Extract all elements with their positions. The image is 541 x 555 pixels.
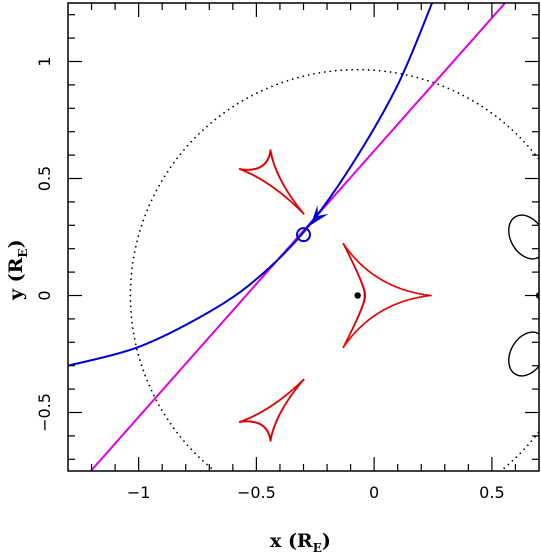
caustic-central (342, 243, 432, 348)
caustic-lower (238, 378, 305, 442)
lens-mass-1 (354, 292, 361, 299)
axis-tick-labels: −1 −0.5 0 0.5 −0.5 0 0.5 1 (35, 56, 505, 502)
x-tick-label: 0.5 (479, 483, 504, 502)
critical-curve-1 (508, 214, 539, 260)
straight-line (89, 3, 507, 471)
x-tick-label: −1 (127, 483, 151, 502)
axis-ticks (68, 3, 539, 471)
arrow-head (310, 205, 329, 226)
y-tick-label: 0 (35, 290, 54, 300)
source-marker (296, 227, 311, 243)
x-tick-label: −0.5 (237, 483, 276, 502)
trajectory-line (68, 3, 434, 367)
einstein-ring (129, 68, 539, 471)
y-tick-label: −0.5 (35, 393, 54, 432)
y-tick-label: 0.5 (35, 166, 54, 191)
plot-area (68, 3, 539, 471)
y-axis-label: y (RE) (5, 239, 30, 301)
x-axis-label: x (RE) (270, 530, 331, 555)
caustic-upper (238, 149, 305, 215)
x-tick-label: 0 (369, 483, 379, 502)
y-tick-label: 1 (35, 56, 54, 66)
critical-curve-2 (508, 331, 539, 377)
